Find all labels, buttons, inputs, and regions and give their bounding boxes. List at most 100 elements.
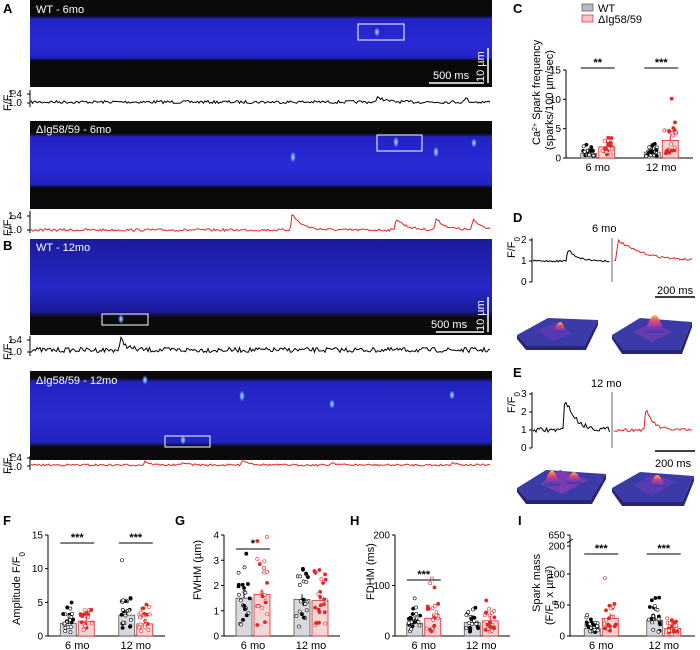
data-point xyxy=(428,627,432,632)
data-point xyxy=(476,626,481,631)
data-point xyxy=(128,617,133,622)
data-point xyxy=(654,148,659,152)
panel-letter-e: E xyxy=(513,365,522,380)
d-surface-mut xyxy=(612,315,692,354)
data-point xyxy=(413,605,418,610)
data-point xyxy=(587,152,592,157)
data-point xyxy=(432,623,437,628)
trace-ylabel-a: F/F0 xyxy=(2,90,18,112)
data-point xyxy=(317,610,322,615)
d-axis xyxy=(529,238,613,283)
data-point xyxy=(82,608,87,612)
image-label-wt-12mo: WT - 12mo xyxy=(36,242,90,254)
y-tick-label: 0 xyxy=(384,632,390,643)
data-point xyxy=(257,562,262,566)
d-trace-mut xyxy=(614,238,693,261)
data-point xyxy=(651,627,656,632)
image-label-wt-6mo: WT - 6mo xyxy=(36,4,84,16)
data-point xyxy=(654,153,659,158)
data-point xyxy=(667,621,672,626)
data-point xyxy=(237,592,241,597)
data-point xyxy=(665,616,670,621)
data-point xyxy=(265,570,270,574)
chart-fwhm: 0 1 2 3 4 6 mo 12 mo * xyxy=(213,531,340,650)
data-point xyxy=(137,615,142,620)
x-tick-label: 12 mo xyxy=(296,640,327,650)
data-point xyxy=(602,576,607,581)
data-point xyxy=(484,610,489,615)
linescan-image-b-wt xyxy=(30,239,492,335)
y-tick-label: 650 xyxy=(548,531,565,542)
data-point xyxy=(602,138,607,143)
data-point xyxy=(62,621,67,626)
significance-label: *** xyxy=(657,543,671,555)
axis-break xyxy=(566,538,574,544)
g-ylabel: FWHM (µm) xyxy=(192,540,204,600)
data-point xyxy=(606,142,611,147)
data-point xyxy=(263,600,268,605)
data-point xyxy=(649,616,654,621)
data-point xyxy=(656,629,661,634)
data-point xyxy=(647,150,652,155)
linescan-image-a-mut xyxy=(30,121,492,209)
data-point xyxy=(119,612,124,617)
y-tick-label: 10 xyxy=(32,564,44,575)
data-point xyxy=(675,629,680,634)
data-point xyxy=(142,611,147,616)
data-point xyxy=(406,620,411,625)
data-point xyxy=(314,621,318,625)
y-tick-label: 100 xyxy=(373,581,390,592)
data-point xyxy=(488,624,493,629)
x-tick-label: 12 mo xyxy=(646,162,677,174)
data-point xyxy=(322,602,326,607)
data-point xyxy=(128,596,133,600)
data-point xyxy=(418,613,423,618)
data-point xyxy=(609,146,614,151)
d-surface-wt xyxy=(517,318,598,350)
y-tick-label: 200 xyxy=(373,531,390,542)
data-point xyxy=(604,608,608,613)
legend-swatch-wt xyxy=(581,3,594,12)
data-point xyxy=(243,607,247,612)
chart-amplitude: 0 5 10 15 6 mo 12 mo *** *** xyxy=(32,531,165,650)
data-point xyxy=(602,626,607,631)
data-point xyxy=(255,623,260,627)
data-point xyxy=(138,610,143,615)
data-point xyxy=(260,594,265,599)
e-surface-mut xyxy=(612,472,694,506)
data-point xyxy=(83,623,88,628)
trace-axis-a-wt xyxy=(27,90,31,107)
d-trace-wt xyxy=(532,250,610,263)
panel-letter-h: H xyxy=(350,513,359,528)
data-point xyxy=(649,598,654,603)
data-point xyxy=(669,142,674,147)
data-point xyxy=(70,612,75,616)
data-point xyxy=(584,142,589,147)
data-point xyxy=(138,622,143,627)
data-point xyxy=(602,621,607,626)
data-point xyxy=(485,622,490,627)
scale-bar-distance-b: 10 µm xyxy=(475,300,487,331)
scale-bar-distance-a: 10 µm xyxy=(475,51,487,82)
data-point xyxy=(322,610,327,615)
panel-letter-i: I xyxy=(518,513,522,528)
y-tick-label: 0 xyxy=(213,632,219,643)
data-point xyxy=(241,617,245,622)
data-point xyxy=(312,569,317,573)
x-tick-label: 6 mo xyxy=(586,162,610,174)
data-point xyxy=(262,566,266,570)
data-point xyxy=(669,96,674,101)
panel-letter-a: A xyxy=(3,1,13,16)
data-point xyxy=(147,605,151,609)
data-point xyxy=(61,612,66,616)
tick-1-4-b2: 1.4 xyxy=(8,453,22,464)
data-point xyxy=(120,626,125,630)
data-point xyxy=(410,612,415,616)
data-point xyxy=(63,629,68,634)
data-point xyxy=(589,148,594,153)
data-point xyxy=(65,605,70,610)
data-point xyxy=(146,628,151,632)
data-point xyxy=(652,604,657,609)
data-point xyxy=(243,590,248,595)
data-point xyxy=(298,574,303,579)
